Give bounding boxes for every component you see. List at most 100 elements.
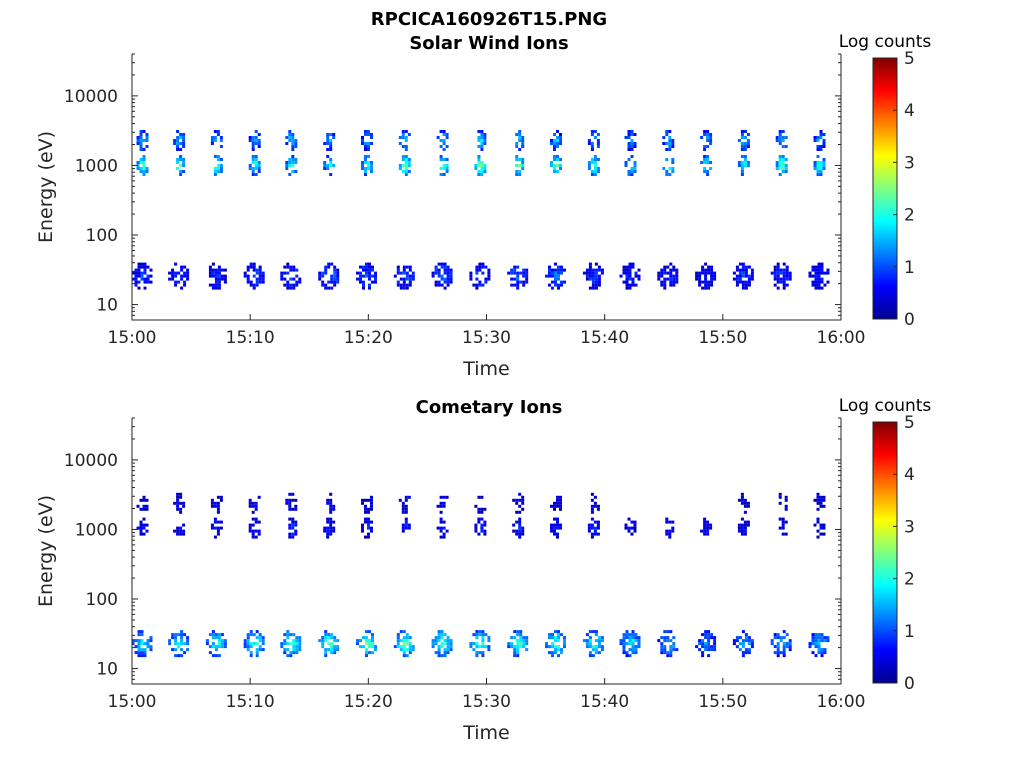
count-cell	[280, 271, 284, 275]
count-cell	[704, 645, 708, 649]
colorbar-tick-label: 3	[904, 153, 915, 173]
count-cell	[176, 158, 180, 161]
count-cell	[327, 286, 331, 290]
colorbar-gradient	[872, 57, 898, 320]
count-cell	[327, 265, 331, 269]
count-cell	[216, 501, 220, 505]
count-cell	[785, 283, 789, 287]
count-cell	[208, 651, 212, 655]
count-cell	[298, 648, 302, 652]
count-cell	[142, 498, 146, 502]
count-cell	[596, 523, 600, 527]
count-cell	[698, 283, 702, 287]
count-cell	[182, 158, 186, 161]
count-cell	[176, 501, 180, 505]
count-cell	[735, 280, 739, 284]
count-cell	[408, 265, 412, 269]
count-cell	[136, 504, 140, 508]
count-cell	[706, 133, 710, 136]
count-cell	[257, 520, 261, 524]
count-cell	[819, 164, 823, 167]
count-cell	[776, 271, 780, 275]
burst	[507, 630, 529, 658]
count-cell	[518, 492, 522, 496]
count-cell	[814, 283, 818, 287]
colorbar-tick-label: 4	[904, 101, 915, 121]
count-cell	[324, 639, 328, 643]
count-cell	[173, 139, 177, 142]
colorbar-tick-label: 5	[904, 49, 915, 69]
count-cell	[255, 280, 259, 284]
count-cell	[405, 648, 409, 652]
count-cell	[811, 633, 815, 637]
count-cell	[223, 280, 227, 284]
count-cell	[516, 630, 520, 634]
count-cell	[143, 277, 147, 281]
count-cell	[371, 642, 374, 646]
count-cell	[251, 161, 255, 164]
count-cell	[321, 645, 325, 649]
count-cell	[440, 654, 444, 658]
count-cell	[137, 265, 141, 269]
count-cell	[478, 630, 482, 634]
count-cell	[784, 164, 788, 167]
count-cell	[560, 283, 563, 287]
count-cell	[374, 277, 377, 281]
count-cell	[140, 262, 144, 266]
count-cell	[404, 510, 408, 514]
count-cell	[483, 139, 487, 142]
count-cell	[784, 520, 788, 524]
count-cell	[740, 155, 744, 158]
count-cell	[784, 504, 788, 508]
count-cell	[594, 633, 598, 637]
count-cell	[594, 639, 598, 643]
count-cell	[364, 507, 367, 511]
count-cell	[179, 532, 183, 536]
count-cell	[522, 645, 526, 649]
count-cell	[183, 651, 187, 655]
count-cell	[442, 495, 446, 499]
count-cell	[213, 155, 217, 158]
count-cell	[326, 529, 330, 533]
count-cell	[548, 645, 551, 649]
count-cell	[140, 642, 144, 646]
count-cell	[779, 280, 783, 284]
count-cell	[480, 136, 484, 139]
count-cell	[483, 136, 487, 139]
count-cell	[816, 155, 820, 158]
count-cell	[521, 161, 525, 164]
count-cell	[593, 158, 597, 161]
count-cell	[594, 271, 598, 275]
count-cell	[483, 520, 487, 524]
count-cell	[223, 268, 227, 272]
count-cell	[478, 280, 482, 284]
count-cell	[781, 139, 785, 142]
count-cell	[732, 271, 736, 275]
count-cell	[593, 167, 597, 170]
count-cell	[243, 639, 247, 643]
count-cell	[740, 532, 744, 536]
count-cell	[665, 130, 669, 133]
count-cell	[747, 265, 751, 269]
x-tick-label: 15:00	[108, 328, 157, 348]
count-cell	[698, 648, 702, 652]
count-cell	[707, 636, 711, 640]
count-cell	[142, 523, 146, 527]
count-cell	[327, 280, 331, 284]
count-cell	[518, 498, 522, 502]
count-cell	[214, 283, 218, 287]
count-cell	[407, 523, 411, 527]
burst	[210, 130, 223, 148]
count-cell	[557, 654, 560, 658]
count-cell	[820, 651, 824, 655]
count-cell	[288, 535, 292, 539]
count-cell	[695, 274, 699, 278]
count-cell	[142, 167, 146, 170]
count-cell	[332, 164, 336, 167]
count-cell	[324, 286, 328, 290]
count-cell	[411, 277, 415, 281]
count-cell	[820, 636, 824, 640]
count-cell	[286, 262, 290, 266]
count-cell	[525, 277, 529, 281]
count-cell	[675, 271, 679, 275]
